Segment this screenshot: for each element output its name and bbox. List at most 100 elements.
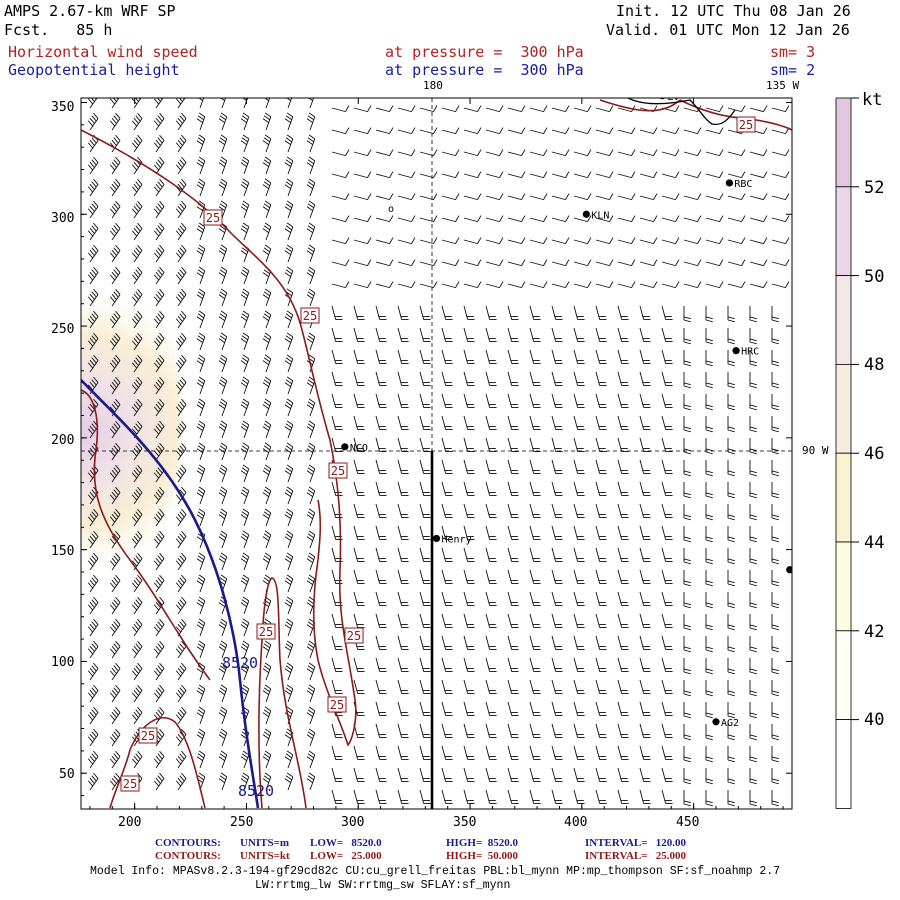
wind-barb: [727, 259, 746, 267]
wind-barb: [240, 684, 250, 703]
wind-barb: [661, 701, 673, 716]
wind-barb: [353, 149, 372, 157]
station-marker: RBC: [725, 179, 752, 190]
wind-barb: [705, 416, 713, 433]
wind-barb: [331, 657, 343, 672]
wind-barb: [507, 635, 519, 650]
wind-barb: [507, 215, 526, 223]
wind-barb: [375, 127, 394, 135]
wind-barb: [153, 508, 165, 527]
wind-barb: [727, 548, 735, 565]
wind-barb: [485, 393, 497, 408]
wind-barb: [441, 349, 453, 364]
wind-barb: [306, 222, 316, 241]
wind-barb: [331, 171, 350, 179]
wind-barb: [749, 658, 757, 675]
wind-barb: [529, 591, 541, 606]
wind-barb: [639, 503, 651, 518]
wind-barb: [661, 789, 673, 804]
wind-barb: [419, 635, 431, 650]
wind-barb: [331, 259, 350, 267]
x-tick-label: 200: [118, 815, 142, 830]
wind-barb: [529, 701, 541, 716]
wind-barb: [284, 508, 294, 527]
wind-barb: [262, 134, 272, 153]
wind-barb: [485, 503, 497, 518]
wind-barb: [617, 281, 636, 289]
height-contour-label: 8520: [222, 654, 258, 672]
wind-barb: [262, 486, 272, 505]
colorbar-segment: [835, 97, 852, 188]
wind-barb: [771, 614, 779, 631]
wind-barb: [595, 393, 607, 408]
wind-barb: [573, 789, 585, 804]
wind-barb: [771, 416, 779, 433]
wind-barb: [529, 215, 548, 223]
wind-barb: [306, 464, 316, 483]
wind-barb: [262, 640, 272, 659]
wind-barb: [441, 327, 453, 342]
wind-barb: [727, 636, 735, 653]
wind-barb: [595, 745, 607, 760]
wind-barb: [331, 789, 343, 804]
wind-barb: [264, 98, 271, 109]
wind-barb: [284, 112, 294, 131]
wind-barb: [196, 266, 206, 285]
wind-barb: [529, 789, 541, 804]
wind-barb: [262, 706, 272, 725]
wind-barb: [639, 171, 658, 179]
wind-barb: [617, 635, 629, 650]
wind-barb: [551, 569, 563, 584]
wind-barb: [705, 724, 713, 741]
wind-barb: [419, 349, 431, 364]
wind-barb: [109, 134, 121, 153]
wind-barb: [683, 526, 691, 543]
wind-barb: [749, 724, 757, 741]
wind-barb: [284, 662, 294, 681]
wind-barb: [705, 350, 713, 367]
wind-barb: [153, 222, 165, 241]
wind-barb: [485, 215, 504, 223]
wind-barb: [397, 481, 409, 496]
wind-barb: [109, 640, 121, 659]
wind-barb: [595, 635, 607, 650]
wind-barb: [507, 679, 519, 694]
wind-barb: [441, 437, 453, 452]
wind-barb: [353, 305, 365, 320]
wind-barb: [771, 592, 779, 609]
wind-barb: [573, 259, 592, 267]
wind-barb: [218, 508, 228, 527]
wind-barb: [441, 305, 453, 320]
wind-barb: [727, 171, 746, 179]
wind-barb: [595, 281, 614, 289]
small-circle-marker: o: [388, 204, 394, 215]
wind-barb: [218, 134, 228, 153]
colorbar-segment: [835, 719, 852, 809]
wind-barb: [529, 481, 541, 496]
wind-barb: [153, 200, 165, 219]
wind-barb: [240, 178, 250, 197]
wind-barb: [375, 745, 387, 760]
wind-barb: [771, 259, 790, 267]
wind-barb: [617, 415, 629, 430]
wind-barb: [131, 662, 143, 681]
wind-barb: [749, 636, 757, 653]
wind-barb: [617, 349, 629, 364]
wind-barb: [463, 635, 475, 650]
wind-barb: [573, 657, 585, 672]
wind-barb: [375, 701, 387, 716]
wind-barb: [551, 127, 570, 135]
wind-barb: [87, 596, 99, 615]
wind-barb: [705, 215, 724, 223]
wind-barb: [175, 244, 187, 263]
field2-level: at pressure = 300 hPa: [385, 61, 584, 79]
wind-barb: [375, 371, 387, 386]
wind-barb: [507, 149, 526, 157]
wind-barb: [109, 288, 121, 307]
wind-barb: [109, 332, 121, 351]
wind-barb: [705, 438, 713, 455]
wind-barb: [441, 481, 453, 496]
wind-barb: [153, 244, 165, 263]
wind-barb: [573, 481, 585, 496]
wind-barb: [463, 481, 475, 496]
